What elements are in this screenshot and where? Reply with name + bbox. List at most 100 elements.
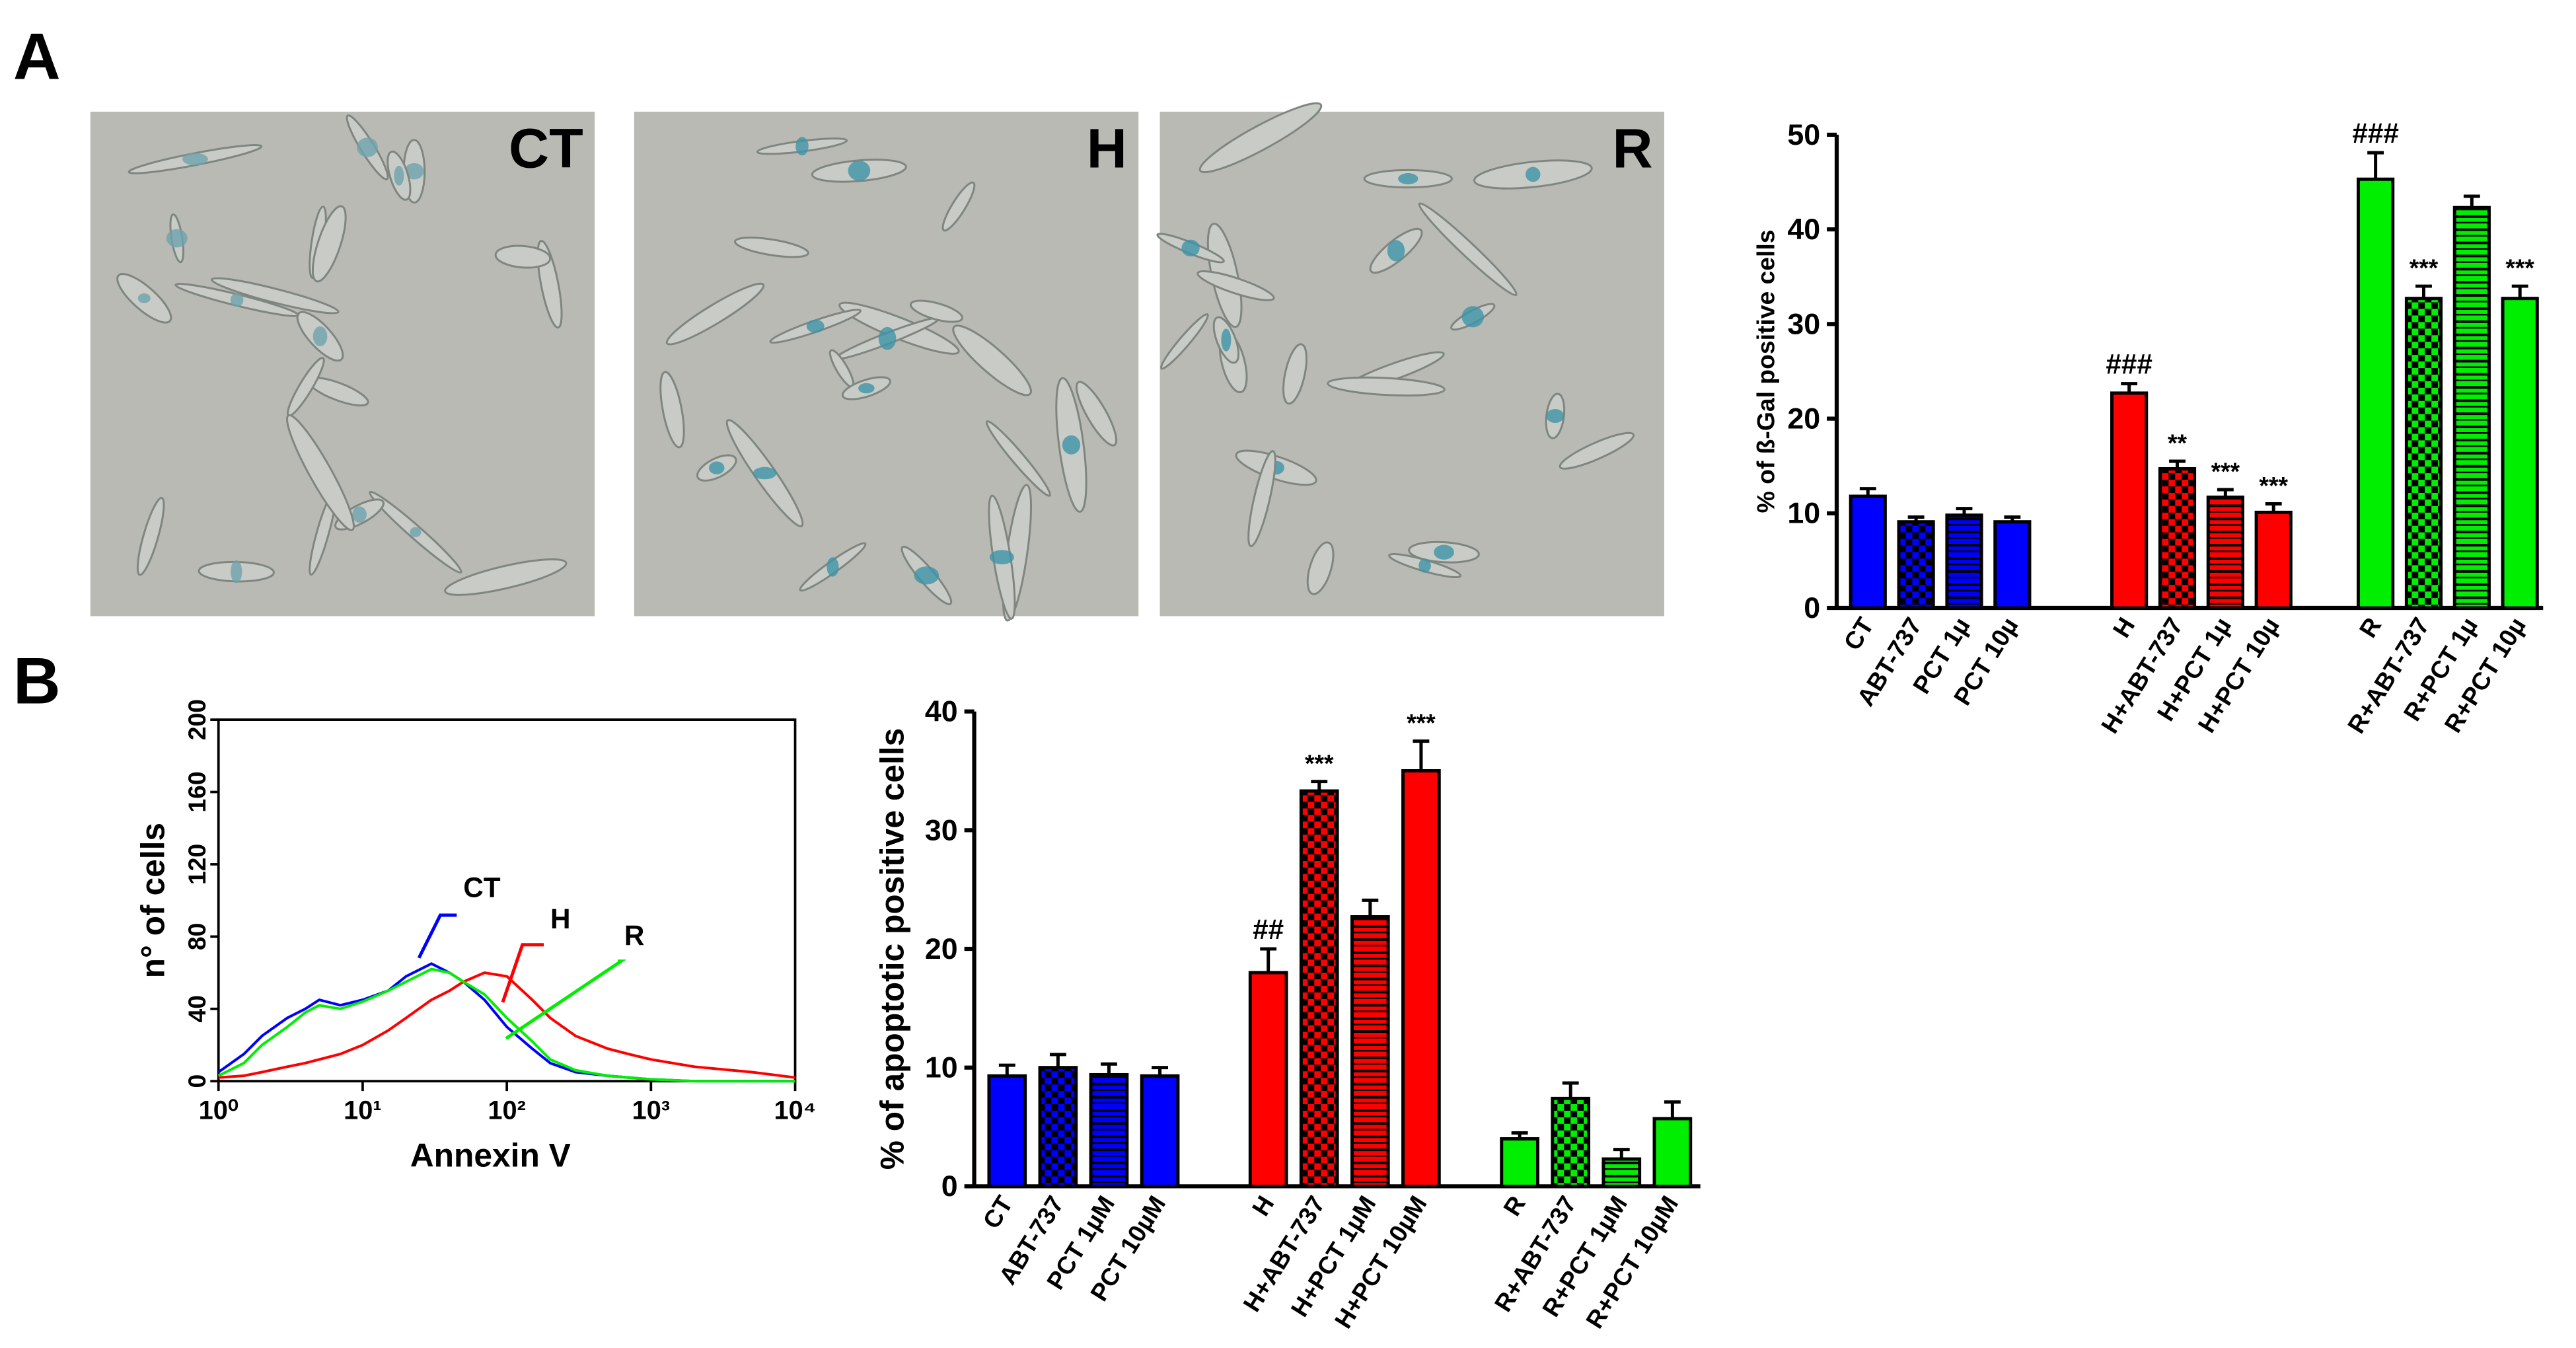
micrograph-label: H [1087, 117, 1127, 180]
cell [1247, 450, 1276, 548]
micrograph-background [634, 112, 1139, 617]
x-tick-label: CT [1838, 613, 1879, 655]
y-axis-label: n° of cells [135, 823, 172, 978]
y-tick-label: 120 [183, 844, 211, 885]
y-tick-label: 80 [183, 923, 211, 950]
cell-stain [989, 550, 1014, 565]
y-tick-label: 160 [183, 771, 211, 812]
cell [210, 277, 340, 315]
cell [311, 205, 347, 283]
cell-stain [230, 293, 244, 307]
y-tick-label: 200 [183, 699, 211, 740]
cell [1418, 202, 1518, 297]
y-tick-label: 0 [941, 1170, 958, 1203]
cell [444, 558, 568, 596]
bar [2110, 391, 2149, 610]
x-tick-label: 10⁰ [199, 1096, 239, 1125]
cell [286, 414, 355, 531]
cell-stain [1418, 558, 1431, 573]
x-axis-label: Annexin V [410, 1137, 571, 1174]
y-tick-label: 40 [183, 995, 211, 1022]
cell-stain [795, 137, 809, 156]
cell-stain [914, 566, 939, 585]
cell-stain [806, 319, 825, 333]
cell-stain [848, 161, 871, 181]
bar [1601, 1157, 1642, 1188]
x-tick-label: 10² [488, 1096, 525, 1125]
significance-label: *** [2410, 254, 2439, 281]
cell [1196, 270, 1275, 301]
bar [1089, 1072, 1129, 1188]
y-tick-label: 20 [925, 932, 958, 965]
cell [941, 181, 976, 232]
cell-stain [1461, 306, 1485, 328]
x-tick-label: 10¹ [344, 1096, 381, 1125]
bar [2357, 177, 2395, 610]
bar [1993, 520, 2032, 610]
cell [985, 420, 1051, 497]
bar [1401, 769, 1441, 1188]
x-tick-label: H [2107, 613, 2140, 642]
cell [494, 244, 552, 269]
cell [659, 371, 685, 449]
label-leader [501, 943, 544, 1003]
significance-label: *** [2505, 254, 2534, 281]
histogram-line [217, 967, 795, 1083]
x-tick-label: R [1498, 1191, 1531, 1220]
cell-stain [231, 560, 242, 583]
y-tick-label: 10 [1787, 497, 1820, 530]
bar [2206, 495, 2244, 610]
label-leader [417, 913, 457, 959]
x-tick-label: H [1246, 1191, 1279, 1220]
cell-stain [1221, 328, 1232, 352]
cell-stain [1434, 544, 1454, 560]
cell-stain [394, 165, 404, 186]
cell-stain [182, 153, 208, 166]
x-tick-label: CT [977, 1191, 1018, 1234]
cell-stain [1387, 240, 1405, 262]
significance-label: ## [1253, 914, 1284, 945]
x-tick-label: R [2353, 613, 2386, 642]
x-tick-label: 10³ [632, 1096, 670, 1125]
significance-label: *** [1305, 749, 1334, 777]
bar [1038, 1066, 1078, 1188]
cell [136, 497, 165, 576]
bar [1299, 789, 1339, 1188]
cell [1559, 431, 1635, 470]
cell [1198, 102, 1323, 174]
series-label: H [550, 903, 571, 934]
micrograph-background [90, 112, 595, 617]
x-tick-label: 10⁴ [774, 1096, 817, 1125]
significance-label: *** [2259, 472, 2288, 500]
bar [1350, 915, 1390, 1188]
y-tick-label: 0 [1804, 591, 1820, 624]
micrograph: CT [90, 112, 595, 617]
panel-label: B [13, 644, 61, 718]
significance-label: ### [2352, 118, 2399, 149]
y-tick-label: 20 [1787, 402, 1820, 435]
cell-stain [1398, 173, 1418, 184]
cell [1282, 343, 1307, 405]
bar [987, 1074, 1027, 1188]
histogram-line [218, 971, 795, 1079]
micrograph: R [1156, 102, 1664, 617]
y-tick-label: 50 [1787, 118, 1820, 151]
label-leader [505, 959, 627, 1040]
bar [1652, 1117, 1693, 1188]
cell-stain [410, 527, 422, 538]
cell [1306, 541, 1335, 595]
y-tick-label: 10 [925, 1051, 958, 1084]
cell-stain [753, 467, 777, 480]
significance-label: *** [1407, 709, 1436, 737]
y-tick-label: 30 [1787, 307, 1820, 340]
series-label: R [624, 920, 645, 951]
y-tick-label: 40 [1787, 213, 1820, 246]
cell [1160, 313, 1209, 370]
bar [1945, 513, 1983, 610]
cell-stain [313, 326, 328, 347]
cell-stain [404, 163, 424, 180]
cell-stain [878, 326, 897, 350]
cell [1327, 376, 1446, 396]
cell-stain [1526, 167, 1541, 182]
cell-stain [1181, 239, 1200, 257]
